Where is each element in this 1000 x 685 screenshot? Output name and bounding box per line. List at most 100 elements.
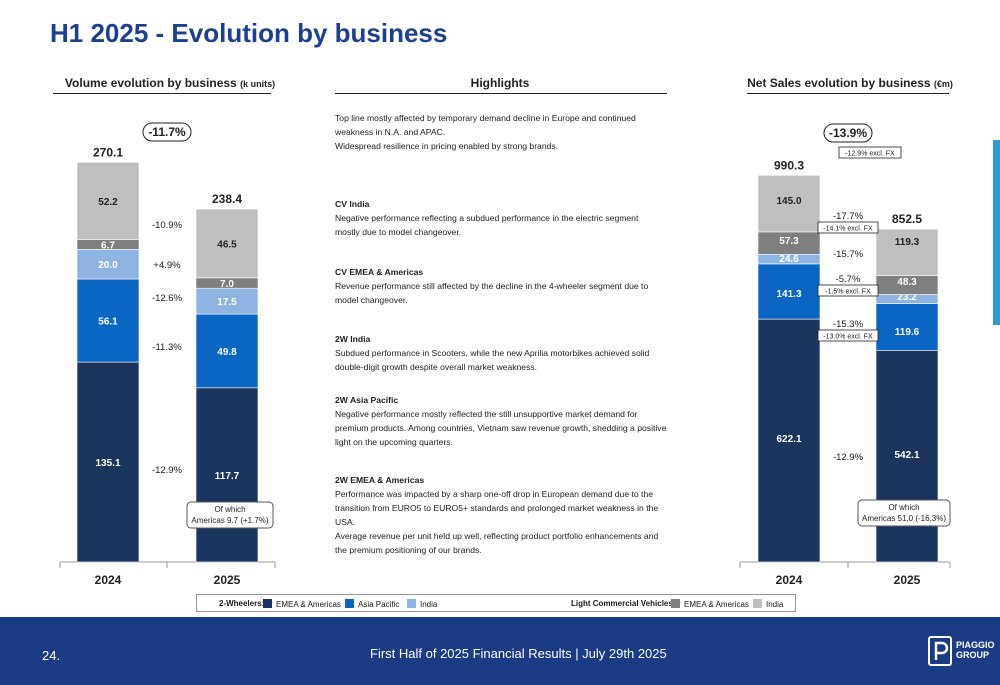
sales-title-text: Net Sales evolution by business [747, 76, 931, 90]
x-tick-label: 2025 [214, 573, 241, 587]
highlight-line: double-digit growth despite overall mark… [335, 362, 538, 372]
total-change-label-bubble [823, 123, 873, 143]
change-label: -12.6% [152, 293, 183, 304]
data-label: 23.2 [897, 292, 917, 303]
change-label: -10.9% [152, 220, 183, 231]
intro-line: Widespread resilience in pricing enabled… [335, 141, 559, 151]
americas-callout-line: Americas 51.0 (-16.3%) [862, 514, 946, 523]
page-number: 24. [42, 648, 61, 663]
sales-section-title: Net Sales evolution by business (€m) [740, 76, 960, 90]
legend-group-lcv: Light Commercial Vehicles: [571, 599, 676, 608]
legend-item-2w-india: India [407, 599, 437, 609]
data-label: 542.1 [894, 450, 919, 461]
total-change-label: -11.7% [148, 125, 186, 139]
legend-item-2w-emea: EMEA & Americas [263, 599, 341, 609]
footer: 24. First Half of 2025 Financial Results… [0, 617, 1000, 685]
data-label: 119.6 [895, 327, 920, 338]
highlight-heading: 2W EMEA & Americas [335, 475, 425, 485]
legend-swatch [263, 599, 272, 608]
highlight-line: premium products. Among countries, Vietn… [335, 423, 667, 433]
legend-swatch [407, 599, 416, 608]
logo-text: PIAGGIO GROUP [956, 640, 995, 660]
highlight-cv-emea: CV EMEA & Americas Revenue performance s… [335, 265, 680, 307]
volume-title-text: Volume evolution by business [64, 76, 237, 90]
bar-segment [76, 278, 140, 363]
highlight-heading: 2W India [335, 334, 371, 344]
logo-text-line: GROUP [956, 650, 990, 660]
bar-segment [195, 208, 259, 279]
intro-line: weakness in N.A. and APAC. [335, 127, 446, 137]
legend-group-2w: 2-Wheelers: [219, 599, 265, 608]
legend-item-lcv-emea: EMEA & Americas [671, 599, 749, 609]
data-label: 49.8 [217, 347, 237, 358]
side-accent-bar [993, 140, 1000, 325]
change-label: +4.9% [153, 260, 181, 271]
highlight-2w-asia-pacific: 2W Asia Pacific Negative performance mos… [335, 393, 680, 449]
bar-segment [195, 287, 259, 315]
data-label: 48.3 [897, 277, 917, 288]
bar-segment [875, 228, 939, 276]
total-label: 990.3 [774, 158, 804, 172]
charts-canvas: 135.1 56.1 20.0 6.7 52.2 270.1 2024 117.7 49.8 17… [59, 122, 951, 587]
data-label: 145.0 [776, 196, 801, 207]
americas-callout-line: Of which [214, 505, 245, 514]
total-label: 852.5 [892, 212, 922, 226]
change-label: -5.7% [836, 274, 861, 285]
legend-swatch [671, 599, 680, 608]
highlight-line: Subdued performance in Scooters, while t… [335, 348, 650, 358]
highlight-line: Average revenue per unit held up well, r… [335, 531, 659, 541]
volume-section-title: Volume evolution by business (k units) [50, 76, 290, 90]
logo-text-line: PIAGGIO [956, 640, 995, 650]
change-label: -12.9% [152, 465, 183, 476]
x-tick-label: 2024 [776, 573, 803, 587]
total-label: 270.1 [93, 145, 123, 159]
fx-label-box [817, 284, 879, 297]
highlight-line: Negative performance reflecting a subdue… [335, 213, 639, 223]
change-label: -11.3% [152, 342, 182, 353]
fx-label: -13.0% excl. FX [823, 334, 873, 341]
x-tick-label: 2025 [894, 573, 921, 587]
bar-segment [76, 361, 140, 563]
change-label: -15.3% [833, 319, 864, 330]
total-label: 238.4 [212, 192, 242, 206]
data-label: 117.7 [215, 471, 240, 482]
data-label: 24.6 [779, 254, 799, 265]
data-label: 7.0 [220, 279, 234, 290]
highlights-title: Highlights [470, 76, 530, 90]
highlight-cv-india: CV India Negative performance reflecting… [335, 197, 680, 239]
change-label: -17.7% [833, 211, 864, 222]
data-label: 622.1 [776, 434, 801, 445]
legend-label: Asia Pacific [358, 600, 400, 609]
americas-callout-box [857, 499, 951, 527]
data-label: 52.2 [98, 197, 118, 208]
americas-callout-box [186, 501, 274, 529]
legend-item-lcv-india: India [753, 599, 783, 609]
data-label: 17.5 [217, 297, 237, 308]
legend-label: EMEA & Americas [684, 600, 749, 609]
data-label: 46.5 [217, 239, 237, 250]
legend: 2-Wheelers: EMEA & Americas Asia Pacific… [196, 594, 796, 612]
legend-label: India [766, 600, 784, 609]
total-change-label: -13.9% [829, 126, 867, 140]
highlight-heading: CV India [335, 199, 370, 209]
americas-callout-line: Of which [888, 503, 919, 512]
data-label: 6.7 [101, 240, 115, 251]
data-label: 119.3 [895, 237, 920, 248]
data-label: 135.1 [95, 458, 120, 469]
highlight-heading: 2W Asia Pacific [335, 395, 399, 405]
legend-label: EMEA & Americas [276, 600, 341, 609]
change-label: -15.7% [833, 249, 864, 260]
fx-label-box [817, 221, 879, 234]
highlights-intro: Top line mostly affected by temporary de… [335, 111, 680, 153]
bar-segment [195, 313, 259, 389]
data-label: 20.0 [98, 260, 118, 271]
highlights-title-rule [335, 93, 667, 94]
piaggio-logo-icon [928, 636, 952, 666]
highlight-line: light on the upcoming quarters. [335, 437, 453, 447]
bar-segment [875, 350, 939, 563]
highlight-heading: CV EMEA & Americas [335, 267, 424, 277]
highlight-line: Negative performance mostly reflected th… [335, 409, 638, 419]
sales-unit: (€m) [933, 79, 953, 89]
data-label: 141.3 [776, 289, 801, 300]
americas-callout-line: Americas 9.7 (+1.7%) [191, 516, 268, 525]
